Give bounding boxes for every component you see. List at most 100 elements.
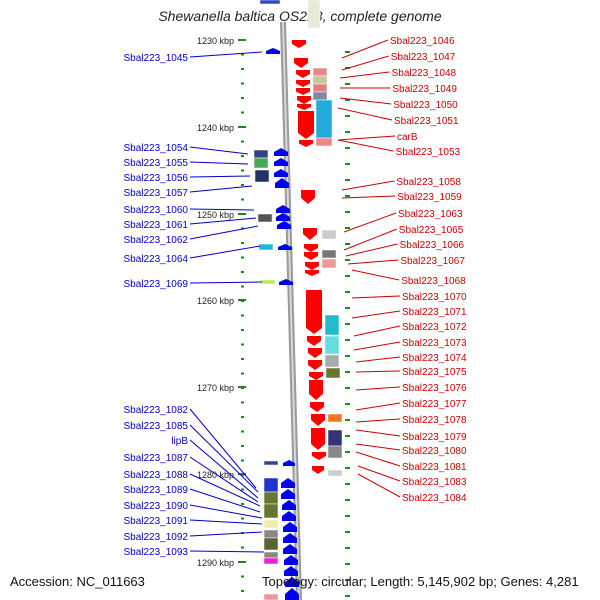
reverse-gene-arrow [274,158,288,166]
reverse-gene-leader [189,550,265,553]
reverse-gene-label[interactable]: Sbal223_1057 [123,188,188,199]
reverse-gene-label[interactable]: Sbal223_1087 [123,453,188,464]
gene-feature-block [257,213,273,223]
forward-track-tick [345,339,350,341]
forward-gene-arrow [306,290,322,334]
forward-gene-label[interactable]: Sbal223_1081 [402,462,467,473]
forward-gene-arrow [304,252,318,260]
reverse-gene-arrow [283,460,295,466]
forward-gene-label[interactable]: Sbal223_1076 [402,383,467,394]
forward-gene-label[interactable]: Sbal223_1067 [400,256,465,267]
forward-gene-arrow [312,452,326,460]
reverse-gene-leader [189,161,249,165]
forward-gene-leader [341,55,389,71]
forward-track-tick [345,195,350,197]
reverse-gene-label[interactable]: Sbal223_1092 [123,532,188,543]
forward-gene-label[interactable]: Sbal223_1053 [396,147,461,158]
gene-feature-block [259,0,281,5]
forward-track-tick [345,579,350,581]
reverse-gene-arrow [285,577,299,587]
reverse-gene-arrow [283,533,297,543]
ruler-layer: 1230 kbp 1240 kbp 1250 kbp 1260 kbp 1270 kbp… [197,36,246,568]
reverse-gene-label[interactable]: Sbal223_1082 [123,405,188,416]
forward-track-tick [345,147,350,149]
forward-gene-label[interactable]: Sbal223_1072 [402,322,467,333]
reverse-gene-label[interactable]: Sbal223_1090 [123,501,188,512]
reverse-gene-label[interactable]: Sbal223_1061 [123,220,188,231]
forward-gene-label[interactable]: Sbal223_1074 [402,353,467,364]
forward-track-tick [345,419,350,421]
forward-track-tick [345,595,350,597]
forward-gene-label[interactable]: Sbal223_1077 [402,399,467,410]
reverse-gene-label[interactable]: Sbal223_1069 [123,279,188,290]
reverse-gene-arrow [275,178,289,188]
forward-gene-arrow [296,70,310,78]
reverse-gene-label[interactable]: Sbal223_1056 [123,173,188,184]
reverse-gene-label[interactable]: Sbal223_1064 [123,254,188,265]
gene-feature-block [315,137,333,147]
ruler-minor-tick [241,590,244,592]
forward-gene-label[interactable]: Sbal223_1049 [392,84,457,95]
reverse-gene-label[interactable]: Sbal223_1045 [123,53,188,64]
forward-gene-label[interactable]: Sbal223_1059 [397,192,462,203]
reverse-gene-label[interactable]: Sbal223_1054 [123,143,188,154]
gene-feature-block [307,0,321,29]
forward-track-tick [345,211,350,213]
ruler-major-tick [238,126,246,128]
forward-gene-label[interactable]: Sbal223_1070 [402,292,467,303]
forward-gene-label[interactable]: carB [397,132,418,143]
forward-gene-label[interactable]: Sbal223_1078 [402,415,467,426]
forward-gene-label[interactable]: Sbal223_1050 [393,100,458,111]
reverse-gene-leader [189,208,255,211]
reverse-gene-label[interactable]: lipB [171,436,188,447]
reverse-gene-label[interactable]: Sbal223_1060 [123,205,188,216]
leader-line-layer [189,39,401,553]
forward-gene-label[interactable]: Sbal223_1058 [396,177,461,188]
gene-feature-block [321,258,337,269]
forward-gene-label[interactable]: Sbal223_1066 [400,240,465,251]
forward-gene-label[interactable]: Sbal223_1073 [402,338,467,349]
reverse-gene-label[interactable]: Sbal223_1093 [123,547,188,558]
forward-gene-label[interactable]: Sbal223_1075 [402,367,467,378]
forward-gene-label[interactable]: Sbal223_1046 [390,36,455,47]
forward-gene-label[interactable]: Sbal223_1068 [401,276,466,287]
ruler-minor-tick [241,256,244,259]
gene-feature-block [324,335,340,355]
reverse-gene-label[interactable]: Sbal223_1055 [123,158,188,169]
forward-gene-label[interactable]: Sbal223_1071 [402,307,467,318]
forward-gene-label[interactable]: Sbal223_1079 [402,432,467,443]
ruler-minor-tick [241,416,244,418]
forward-gene-label[interactable]: Sbal223_1048 [392,68,457,79]
reverse-gene-arrow [276,205,290,213]
forward-track-tick [345,435,350,437]
gene-feature-block [253,157,269,169]
forward-gene-label[interactable]: Sbal223_1080 [402,446,467,457]
reverse-gene-leader [189,217,257,225]
reverse-gene-label[interactable]: Sbal223_1091 [123,516,188,527]
forward-gene-label[interactable]: Sbal223_1083 [402,477,467,488]
ruler-major-tick [238,39,246,41]
reverse-gene-label[interactable]: Sbal223_1085 [123,421,188,432]
ruler-tick-label: 1240 kbp [197,123,234,133]
forward-gene-arrow [307,336,321,346]
forward-track-tick [345,355,350,357]
ruler-minor-tick [241,111,244,114]
gene-feature-block [253,149,269,159]
forward-track-tick [345,51,350,53]
forward-track-tick [345,99,350,101]
forward-gene-label[interactable]: Sbal223_1065 [399,225,464,236]
forward-gene-arrow [303,228,317,240]
forward-gene-leader [341,195,396,199]
reverse-gene-label[interactable]: Sbal223_1062 [123,235,188,246]
forward-gene-label[interactable]: Sbal223_1051 [394,116,459,127]
ruler-minor-tick [241,546,244,549]
forward-gene-label[interactable]: Sbal223_1084 [402,493,467,504]
gene-feature-block [327,445,343,459]
reverse-gene-label[interactable]: Sbal223_1089 [123,485,188,496]
reverse-gene-arrow [282,500,296,510]
gene-feature-block [263,537,279,551]
reverse-gene-label[interactable]: Sbal223_1088 [123,470,188,481]
reverse-gene-arrow [285,588,299,600]
forward-gene-label[interactable]: Sbal223_1063 [398,209,463,220]
forward-gene-label[interactable]: Sbal223_1047 [391,52,456,63]
